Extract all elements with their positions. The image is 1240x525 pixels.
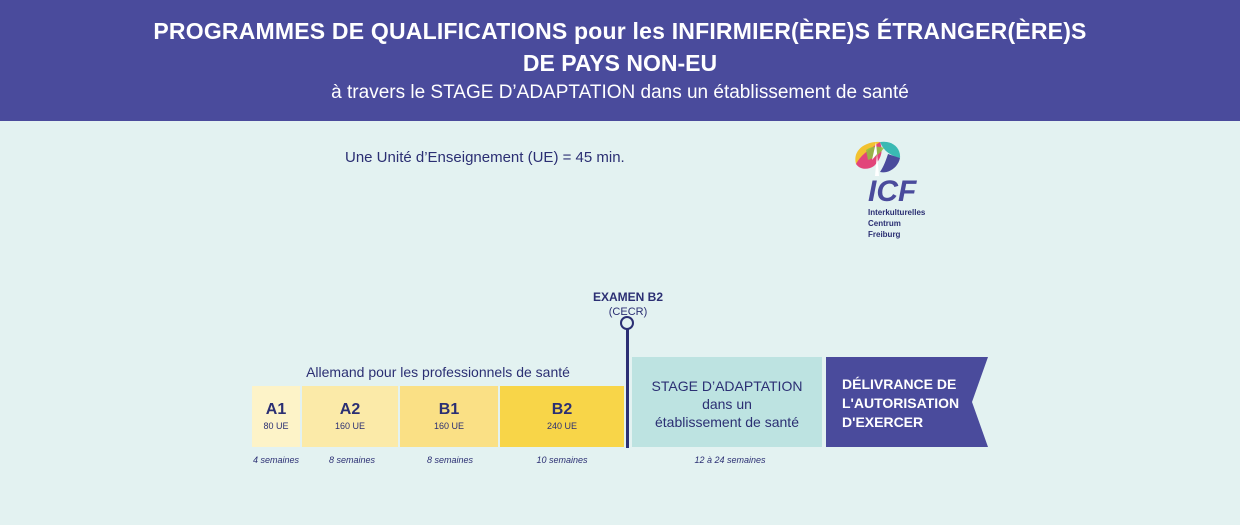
level-b1: B1 160 UE	[400, 386, 498, 447]
level-code: B1	[438, 401, 460, 418]
icf-logo-icon: ICF	[855, 141, 917, 208]
page-subtitle: à travers le STAGE D’ADAPTATION dans un …	[331, 82, 909, 103]
level-a1: A1 80 UE	[252, 386, 300, 447]
level-code: A1	[265, 401, 287, 418]
icf-logo: ICF	[846, 138, 946, 243]
stage-line: STAGE D’ADAPTATION	[651, 378, 803, 394]
level-units: 240 UE	[546, 421, 578, 431]
page-title-line2: DE PAYS NON-EU	[522, 50, 718, 76]
delivery-line: L'AUTORISATION	[842, 395, 960, 411]
logo-name-line: Freiburg	[868, 230, 901, 239]
delivery-text: DÉLIVRANCE DE L'AUTORISATION D'EXERCER	[842, 375, 982, 432]
exam-milestone-marker	[620, 316, 634, 330]
delivery-line: D'EXERCER	[842, 414, 924, 430]
exam-milestone-line	[626, 321, 629, 448]
page-title-line1: PROGRAMMES DE QUALIFICATIONS pour les IN…	[153, 18, 1087, 44]
stage-line: établissement de santé	[655, 414, 799, 430]
level-code: A2	[339, 401, 361, 418]
duration-label: 12 à 24 semaines	[694, 455, 766, 465]
logo-name-line: Interkulturelles	[868, 208, 926, 217]
stage-line: dans un	[702, 396, 752, 412]
level-a2: A2 160 UE	[302, 386, 398, 447]
delivery-arrow-shape	[826, 357, 988, 447]
header-banner: PROGRAMMES DE QUALIFICATIONS pour les IN…	[0, 0, 1240, 121]
stage-text: STAGE D’ADAPTATION dans un établissement…	[632, 377, 822, 431]
german-course-label: Allemand pour les professionnels de sant…	[306, 364, 570, 380]
level-b2: B2 240 UE	[500, 386, 624, 447]
duration-label: 10 semaines	[536, 455, 588, 465]
logo-name-line: Centrum	[868, 219, 901, 228]
unit-note: Une Unité d’Enseignement (UE) = 45 min.	[345, 149, 625, 166]
level-code: B2	[551, 401, 573, 418]
level-units: 160 UE	[433, 421, 465, 431]
level-units: 160 UE	[334, 421, 366, 431]
delivery-authorization-box: DÉLIVRANCE DE L'AUTORISATION D'EXERCER	[826, 357, 988, 447]
duration-label: 8 semaines	[328, 455, 376, 465]
exam-title: EXAMEN B2	[592, 290, 663, 304]
exam-subtitle: (CECR)	[608, 306, 648, 318]
delivery-line: DÉLIVRANCE DE	[842, 376, 957, 392]
logo-acronym: ICF	[868, 175, 917, 208]
stage-adaptation-box: STAGE D’ADAPTATION dans un établissement…	[632, 357, 822, 447]
duration-label: 8 semaines	[426, 455, 474, 465]
logo-name: Interkulturelles Centrum Freiburg	[868, 207, 925, 240]
duration-label: 4 semaines	[252, 455, 300, 465]
level-units: 80 UE	[263, 421, 289, 431]
